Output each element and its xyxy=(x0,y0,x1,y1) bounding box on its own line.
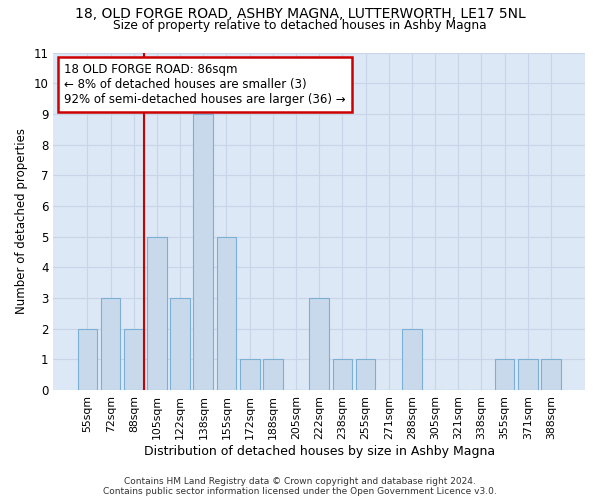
Bar xyxy=(518,360,538,390)
Bar xyxy=(541,360,561,390)
Bar xyxy=(332,360,352,390)
Bar xyxy=(495,360,514,390)
Text: Size of property relative to detached houses in Ashby Magna: Size of property relative to detached ho… xyxy=(113,18,487,32)
Bar xyxy=(147,236,167,390)
X-axis label: Distribution of detached houses by size in Ashby Magna: Distribution of detached houses by size … xyxy=(143,444,495,458)
Bar xyxy=(310,298,329,390)
Bar xyxy=(263,360,283,390)
Bar xyxy=(193,114,213,390)
Y-axis label: Number of detached properties: Number of detached properties xyxy=(15,128,28,314)
Bar xyxy=(77,328,97,390)
Bar xyxy=(170,298,190,390)
Bar xyxy=(101,298,121,390)
Bar xyxy=(402,328,422,390)
Text: Contains HM Land Registry data © Crown copyright and database right 2024.
Contai: Contains HM Land Registry data © Crown c… xyxy=(103,476,497,496)
Text: 18 OLD FORGE ROAD: 86sqm
← 8% of detached houses are smaller (3)
92% of semi-det: 18 OLD FORGE ROAD: 86sqm ← 8% of detache… xyxy=(64,62,346,106)
Bar xyxy=(217,236,236,390)
Bar xyxy=(240,360,260,390)
Bar xyxy=(124,328,143,390)
Text: 18, OLD FORGE ROAD, ASHBY MAGNA, LUTTERWORTH, LE17 5NL: 18, OLD FORGE ROAD, ASHBY MAGNA, LUTTERW… xyxy=(74,8,526,22)
Bar xyxy=(356,360,376,390)
